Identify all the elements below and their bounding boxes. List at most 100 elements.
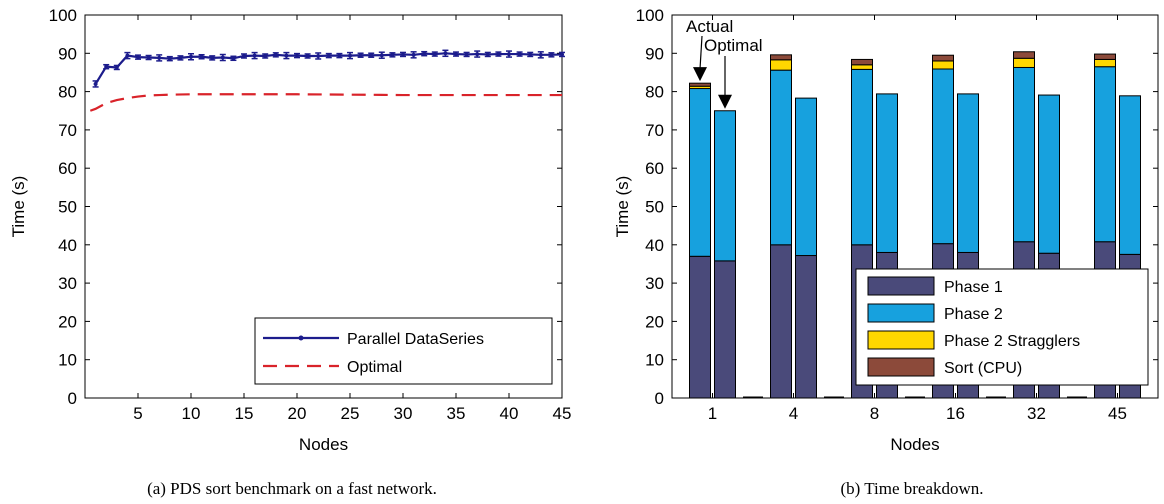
x-axis-label: Nodes bbox=[299, 435, 348, 454]
data-point bbox=[507, 52, 511, 57]
legend-box bbox=[254, 317, 553, 385]
data-point bbox=[432, 52, 437, 57]
bar-actual-phase-2-stragglers bbox=[851, 64, 873, 70]
y-tick-label: 100 bbox=[49, 6, 77, 25]
y-tick-label: 80 bbox=[645, 83, 664, 102]
data-point bbox=[295, 53, 299, 58]
bar-optimal-phase-2 bbox=[1119, 95, 1141, 255]
bar-optimal-phase-1 bbox=[795, 255, 817, 399]
legend-label: Phase 2 bbox=[944, 306, 1003, 323]
bar-actual-sort-cpu bbox=[851, 58, 873, 66]
legend-marker bbox=[298, 335, 304, 341]
data-point bbox=[369, 53, 374, 58]
legend-label: Phase 2 Stragglers bbox=[944, 333, 1080, 350]
data-point bbox=[538, 52, 543, 57]
data-point bbox=[337, 53, 342, 58]
x-tick-label: 40 bbox=[500, 404, 519, 423]
data-point bbox=[284, 53, 289, 58]
data-point bbox=[390, 52, 395, 57]
y-tick-label: 40 bbox=[58, 236, 77, 255]
data-point bbox=[517, 52, 522, 57]
chart-b: 0 10 20 30 40 50 60 70 80 90 100 1 4 8 16 32 45 ActualOpt… bbox=[613, 6, 1159, 498]
legend-label: Optimal bbox=[347, 359, 402, 376]
bar-actual-phase-2-stragglers bbox=[1013, 57, 1035, 68]
legend-swatch bbox=[867, 357, 935, 377]
annotation-arrowhead-optimal bbox=[718, 94, 732, 109]
data-point bbox=[560, 52, 564, 57]
bar-optimal-phase-2 bbox=[714, 110, 736, 262]
y-tick-label: 40 bbox=[645, 236, 664, 255]
y-tick-label: 70 bbox=[58, 121, 77, 140]
annotation-arrow-actual bbox=[699, 35, 703, 70]
data-point bbox=[199, 54, 204, 59]
bar-actual-phase-2 bbox=[689, 88, 711, 257]
data-point bbox=[178, 55, 183, 60]
bar-optimal-phase-2 bbox=[1038, 94, 1060, 254]
data-point bbox=[231, 56, 236, 61]
data-point bbox=[549, 52, 554, 57]
y-tick-label: 0 bbox=[68, 389, 77, 408]
data-point bbox=[125, 53, 130, 58]
x-tick-label: 35 bbox=[447, 404, 466, 423]
bar-actual-phase-2 bbox=[1013, 66, 1035, 243]
y-tick-label: 90 bbox=[645, 44, 664, 63]
bar-optimal-phase-2 bbox=[957, 93, 979, 253]
data-point bbox=[242, 53, 246, 58]
data-point bbox=[316, 53, 321, 58]
bar-actual-phase-2-stragglers bbox=[932, 60, 954, 70]
bar-optimal-phase-1 bbox=[714, 260, 736, 399]
x-tick-label: 1 bbox=[708, 404, 717, 423]
data-point bbox=[326, 53, 331, 58]
y-axis-label: Time (s) bbox=[9, 176, 28, 238]
data-point bbox=[252, 53, 257, 58]
y-axis-label: Time (s) bbox=[613, 176, 632, 238]
x-tick-label: 20 bbox=[288, 404, 307, 423]
x-tick-label: 45 bbox=[553, 404, 572, 423]
bar-actual-phase-2 bbox=[932, 68, 954, 245]
data-point bbox=[167, 56, 172, 61]
data-point bbox=[496, 52, 501, 57]
y-tick-label: 100 bbox=[636, 6, 664, 25]
y-tick-label: 70 bbox=[645, 121, 664, 140]
data-point bbox=[422, 51, 427, 56]
legend-label: Parallel DataSeries bbox=[347, 331, 484, 348]
bar-actual-sort-cpu bbox=[770, 54, 792, 61]
data-point bbox=[189, 54, 193, 59]
y-tick-label: 90 bbox=[58, 44, 77, 63]
data-point bbox=[485, 52, 490, 57]
data-point bbox=[305, 53, 310, 58]
data-point bbox=[443, 51, 448, 56]
x-tick-label: 25 bbox=[341, 404, 360, 423]
y-tick-label: 20 bbox=[58, 312, 77, 331]
data-point bbox=[104, 64, 109, 69]
series-line-optimal bbox=[89, 93, 562, 112]
figure-caption-b: (b) Time breakdown. bbox=[840, 479, 983, 498]
y-tick-label: 10 bbox=[645, 351, 664, 370]
data-point bbox=[454, 52, 458, 57]
y-tick-label: 60 bbox=[58, 159, 77, 178]
y-tick-label: 80 bbox=[58, 83, 77, 102]
data-point bbox=[475, 52, 480, 57]
chart-a: 0 10 20 30 40 50 60 70 80 90 100 5 10 15 20 25 30 35 40 45 N… bbox=[9, 6, 571, 498]
data-point bbox=[263, 53, 268, 58]
data-point bbox=[114, 65, 119, 70]
data-point bbox=[136, 55, 140, 60]
y-tick-label: 20 bbox=[645, 312, 664, 331]
x-tick-label: 16 bbox=[946, 404, 965, 423]
legend-swatch bbox=[867, 303, 935, 323]
legend-label: Sort (CPU) bbox=[944, 360, 1022, 377]
legend-swatch bbox=[867, 330, 935, 350]
data-point bbox=[157, 55, 162, 60]
legend-label: Phase 1 bbox=[944, 279, 1003, 296]
x-tick-label: 30 bbox=[394, 404, 413, 423]
annotation-arrowhead-actual bbox=[693, 67, 707, 82]
data-point bbox=[93, 81, 98, 86]
y-tick-label: 50 bbox=[58, 198, 77, 217]
y-tick-label: 10 bbox=[58, 351, 77, 370]
y-tick-label: 60 bbox=[645, 159, 664, 178]
figure-caption-a: (a) PDS sort benchmark on a fast network… bbox=[147, 479, 437, 498]
bar-actual-phase-2 bbox=[851, 68, 873, 246]
x-tick-label: 5 bbox=[133, 404, 142, 423]
bar-actual-sort-cpu bbox=[1094, 53, 1116, 60]
data-point bbox=[401, 52, 405, 57]
